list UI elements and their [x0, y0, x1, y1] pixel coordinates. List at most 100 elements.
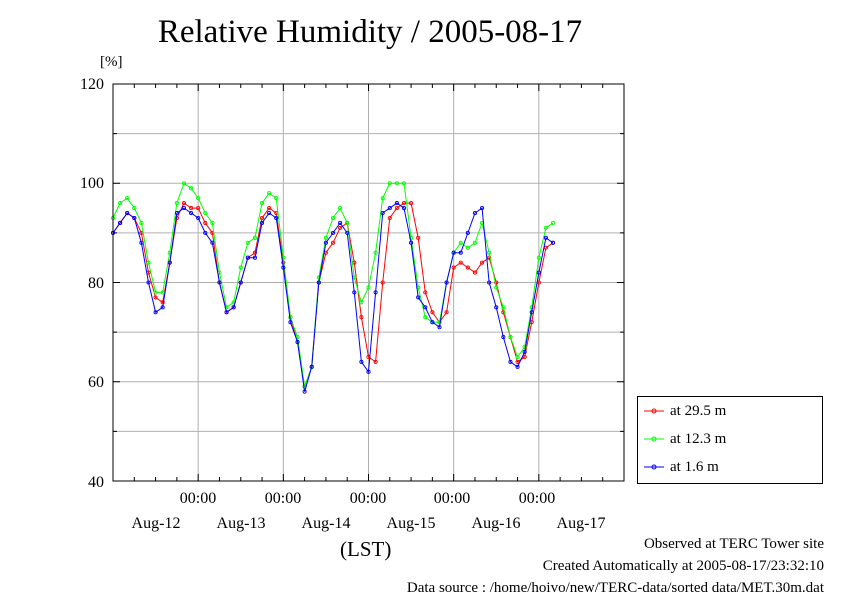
data-point — [465, 265, 470, 270]
data-point — [444, 280, 449, 285]
y-tick-label: 120 — [80, 76, 104, 93]
footer-source: Data source : /home/hoivo/new/TERC-data/… — [406, 580, 824, 596]
data-point — [281, 265, 286, 270]
data-point — [139, 240, 144, 245]
data-point — [536, 270, 541, 275]
data-point — [118, 220, 123, 225]
data-point — [288, 320, 293, 325]
x-day-label: Aug-17 — [556, 515, 606, 532]
data-point — [487, 250, 492, 255]
data-point — [380, 196, 385, 201]
data-point — [451, 265, 456, 270]
data-point — [373, 250, 378, 255]
data-point — [409, 201, 414, 206]
data-point — [359, 359, 364, 364]
data-point — [522, 354, 527, 359]
data-point — [338, 225, 343, 230]
data-point — [494, 305, 499, 310]
data-point — [245, 255, 250, 260]
data-point — [330, 215, 336, 221]
x-axis-label: (LST) — [340, 537, 392, 561]
data-point — [515, 354, 520, 359]
data-point — [139, 220, 144, 225]
data-point — [160, 305, 165, 310]
data-point — [330, 240, 336, 245]
data-point — [444, 310, 449, 315]
y-tick-label: 80 — [88, 275, 104, 292]
data-point — [309, 364, 314, 369]
data-point — [252, 255, 257, 260]
x-day-label: Aug-16 — [471, 515, 521, 532]
data-point — [146, 260, 151, 265]
data-point — [210, 220, 215, 225]
data-point — [550, 220, 556, 225]
data-point — [465, 245, 470, 250]
data-point — [125, 196, 130, 201]
data-point — [472, 210, 478, 216]
data-point — [295, 339, 300, 345]
data-point — [181, 201, 187, 206]
data-point — [267, 206, 272, 211]
data-point — [401, 181, 407, 186]
data-point — [189, 206, 194, 211]
data-point — [316, 275, 321, 280]
data-point — [501, 335, 506, 340]
data-point — [380, 280, 385, 285]
data-point — [480, 260, 485, 265]
data-point — [267, 191, 272, 196]
data-point — [330, 230, 336, 235]
data-point — [409, 235, 414, 240]
data-point — [196, 196, 201, 201]
data-point — [487, 255, 492, 260]
data-point — [153, 310, 158, 315]
data-point — [146, 280, 151, 285]
data-point — [515, 359, 520, 364]
data-point — [416, 235, 421, 240]
data-point — [508, 335, 513, 340]
data-point — [167, 260, 172, 265]
x-time-tick-label: 00:00 — [264, 490, 302, 507]
data-point — [487, 280, 492, 285]
data-point — [231, 305, 236, 310]
legend-swatch-green — [644, 436, 664, 442]
data-point — [132, 206, 137, 211]
footer-site: Observed at TERC Tower site — [643, 536, 824, 552]
data-point — [394, 181, 399, 186]
data-point — [387, 206, 392, 211]
data-point — [409, 240, 414, 245]
data-point — [160, 300, 165, 305]
data-point — [543, 235, 548, 240]
data-point — [430, 320, 435, 325]
data-point — [252, 250, 257, 255]
chart-title: Relative Humidity / 2005-08-17 — [157, 14, 583, 50]
data-point — [437, 325, 442, 330]
data-point — [252, 235, 257, 240]
data-point — [259, 201, 265, 206]
data-point — [224, 310, 229, 315]
data-point — [153, 295, 158, 300]
data-point — [323, 240, 328, 245]
data-point — [465, 230, 470, 235]
data-point — [522, 344, 527, 350]
data-point — [181, 181, 187, 186]
data-point — [529, 310, 534, 315]
y-tick-label: 60 — [88, 374, 104, 391]
data-point — [160, 290, 165, 295]
data-point — [338, 220, 343, 225]
data-point — [267, 210, 272, 216]
data-point — [274, 196, 279, 201]
data-point — [210, 240, 215, 245]
data-point — [238, 265, 243, 270]
data-point — [323, 235, 328, 240]
data-point — [189, 210, 194, 216]
data-point — [550, 240, 556, 245]
data-point — [430, 310, 435, 315]
legend-swatch-red — [644, 408, 664, 414]
data-point — [359, 300, 364, 305]
legend: at 29.5 m at 12.3 m at 1.6 m — [637, 396, 823, 484]
data-point — [380, 210, 385, 216]
data-point — [508, 359, 513, 364]
data-point — [118, 201, 123, 206]
legend-label: at 12.3 m — [670, 430, 727, 447]
legend-item: at 29.5 m — [644, 401, 726, 421]
